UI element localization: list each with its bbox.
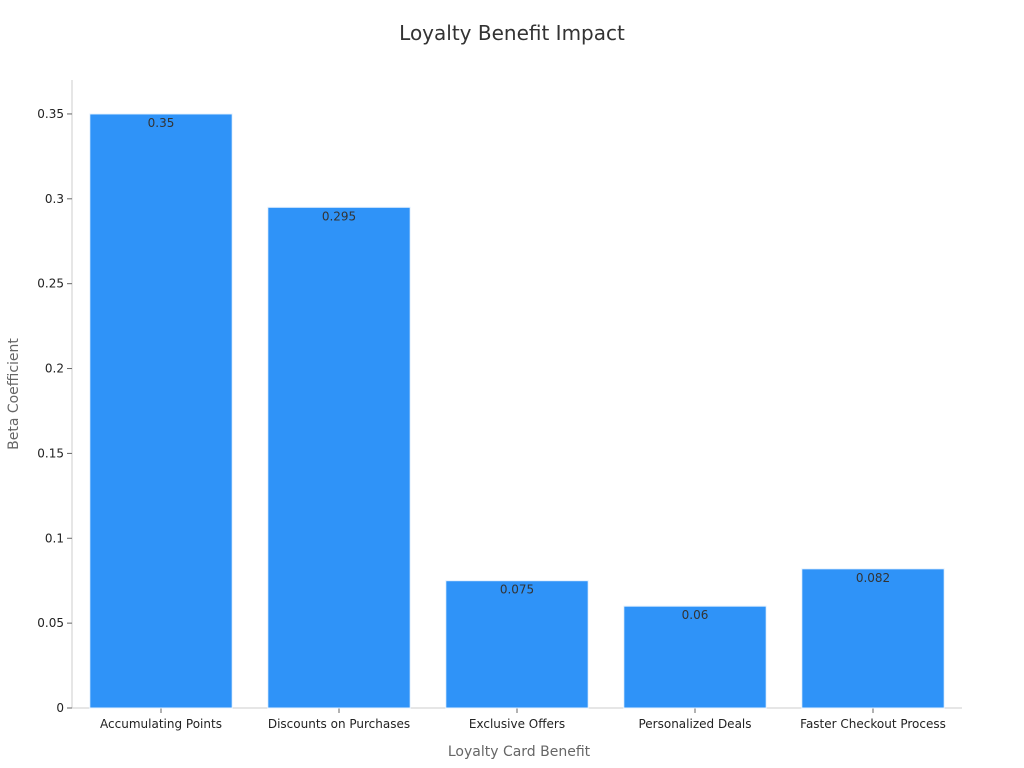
- x-tick-label: Faster Checkout Process: [800, 717, 946, 731]
- bar: [623, 605, 767, 709]
- bar-value-label: 0.075: [500, 583, 534, 597]
- x-axis-title: Loyalty Card Benefit: [448, 744, 591, 760]
- x-tick-label: Accumulating Points: [100, 717, 222, 731]
- x-axis: Accumulating Points Discounts on Purchase…: [72, 707, 962, 731]
- bar: [445, 580, 589, 709]
- x-tick-label: Personalized Deals: [638, 717, 751, 731]
- y-tick-label: 0.15: [37, 446, 64, 460]
- y-tick-label: 0.35: [37, 107, 64, 121]
- y-axis-title: Beta Coefficient: [6, 338, 22, 450]
- y-tick-label: 0: [56, 701, 64, 715]
- y-tick-label: 0.05: [37, 616, 64, 630]
- y-tick-label: 0.2: [45, 362, 64, 376]
- bars-group: 0.35 0.295 0.075 0.06 0.082: [89, 113, 945, 709]
- y-axis: 0 0.05 0.1 0.15 0.2 0.25 0.3 0.35: [37, 80, 73, 715]
- x-tick-label: Discounts on Purchases: [268, 717, 410, 731]
- y-tick-label: 0.25: [37, 277, 64, 291]
- bar: [89, 113, 233, 709]
- x-tick-label: Exclusive Offers: [469, 717, 565, 731]
- bar-value-label: 0.082: [856, 571, 890, 585]
- bar-value-label: 0.295: [322, 209, 356, 223]
- chart-title: Loyalty Benefit Impact: [399, 21, 625, 45]
- bar-value-label: 0.35: [148, 116, 175, 130]
- bar: [801, 568, 945, 709]
- y-tick-label: 0.1: [45, 531, 64, 545]
- bar: [267, 206, 411, 709]
- bar-value-label: 0.06: [682, 608, 709, 622]
- y-tick-label: 0.3: [45, 192, 64, 206]
